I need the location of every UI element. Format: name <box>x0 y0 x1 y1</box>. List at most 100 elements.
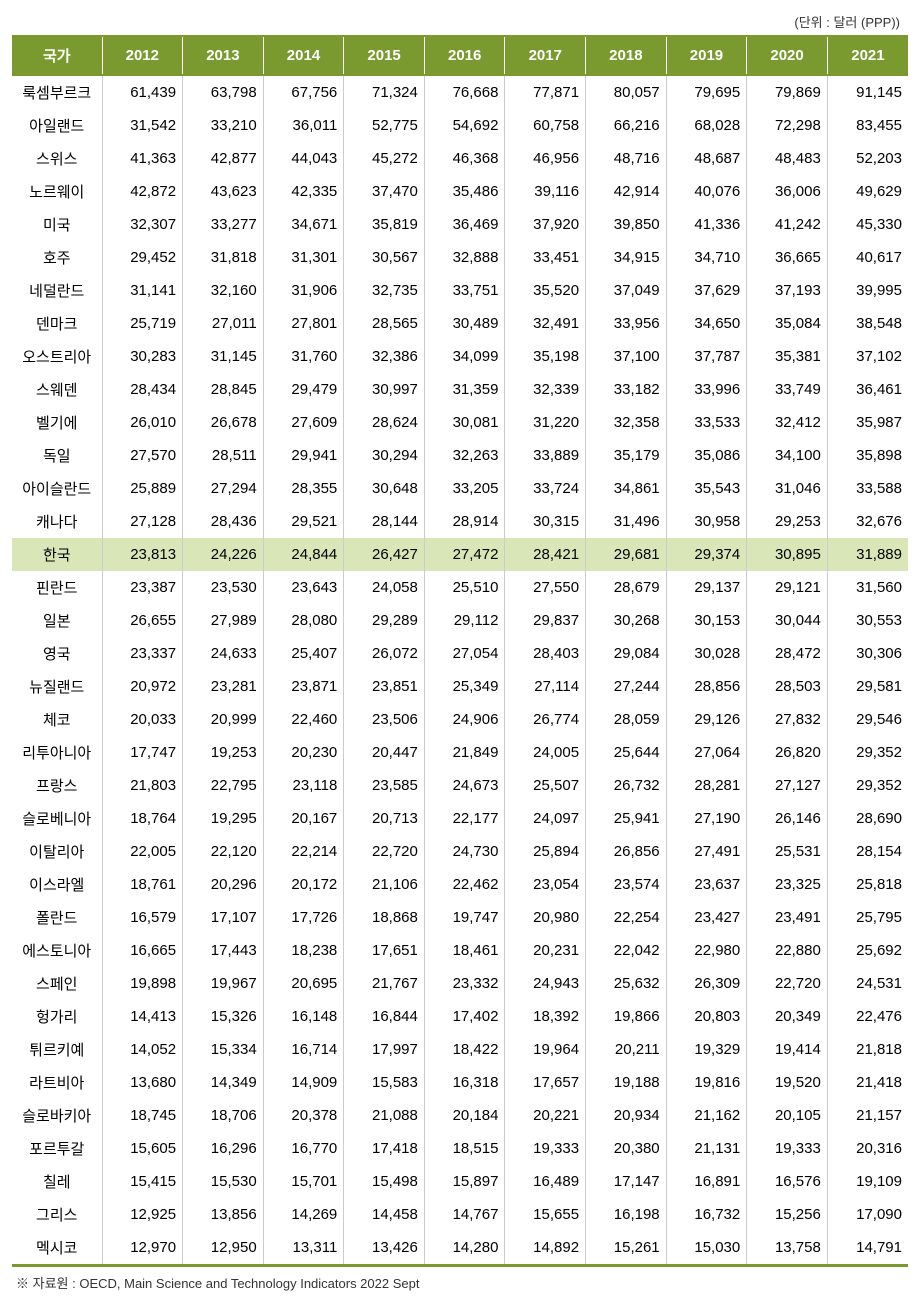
value-cell: 30,306 <box>827 637 908 670</box>
table-row: 아일랜드31,54233,21036,01152,77554,69260,758… <box>12 109 908 142</box>
value-cell: 20,221 <box>505 1099 586 1132</box>
country-cell: 슬로바키아 <box>12 1099 102 1132</box>
value-cell: 27,011 <box>183 307 264 340</box>
value-cell: 37,049 <box>586 274 667 307</box>
value-cell: 19,109 <box>827 1165 908 1198</box>
value-cell: 19,333 <box>505 1132 586 1165</box>
unit-label: (단위 : 달러 (PPP)) <box>12 12 908 31</box>
value-cell: 35,086 <box>666 439 747 472</box>
value-cell: 14,791 <box>827 1231 908 1266</box>
country-cell: 오스트리아 <box>12 340 102 373</box>
value-cell: 35,898 <box>827 439 908 472</box>
value-cell: 16,148 <box>263 1000 344 1033</box>
country-cell: 그리스 <box>12 1198 102 1231</box>
value-cell: 35,084 <box>747 307 828 340</box>
source-note: ※ 자료원 : OECD, Main Science and Technolog… <box>12 1273 908 1292</box>
value-cell: 38,548 <box>827 307 908 340</box>
value-cell: 30,553 <box>827 604 908 637</box>
value-cell: 49,629 <box>827 175 908 208</box>
col-year-2016: 2016 <box>424 36 505 75</box>
value-cell: 31,220 <box>505 406 586 439</box>
value-cell: 33,588 <box>827 472 908 505</box>
value-cell: 16,296 <box>183 1132 264 1165</box>
value-cell: 26,309 <box>666 967 747 1000</box>
country-cell: 스웨덴 <box>12 373 102 406</box>
value-cell: 16,714 <box>263 1033 344 1066</box>
value-cell: 16,318 <box>424 1066 505 1099</box>
country-cell: 핀란드 <box>12 571 102 604</box>
value-cell: 23,427 <box>666 901 747 934</box>
value-cell: 24,844 <box>263 538 344 571</box>
value-cell: 29,374 <box>666 538 747 571</box>
value-cell: 29,289 <box>344 604 425 637</box>
value-cell: 25,719 <box>102 307 183 340</box>
value-cell: 23,332 <box>424 967 505 1000</box>
value-cell: 28,679 <box>586 571 667 604</box>
col-year-2017: 2017 <box>505 36 586 75</box>
value-cell: 31,301 <box>263 241 344 274</box>
value-cell: 33,210 <box>183 109 264 142</box>
table-row: 벨기에26,01026,67827,60928,62430,08131,2203… <box>12 406 908 439</box>
value-cell: 20,316 <box>827 1132 908 1165</box>
value-cell: 19,816 <box>666 1066 747 1099</box>
value-cell: 19,898 <box>102 967 183 1000</box>
value-cell: 30,895 <box>747 538 828 571</box>
value-cell: 20,105 <box>747 1099 828 1132</box>
country-cell: 튀르키예 <box>12 1033 102 1066</box>
value-cell: 29,126 <box>666 703 747 736</box>
value-cell: 37,787 <box>666 340 747 373</box>
country-cell: 프랑스 <box>12 769 102 802</box>
value-cell: 23,337 <box>102 637 183 670</box>
value-cell: 20,447 <box>344 736 425 769</box>
value-cell: 48,687 <box>666 142 747 175</box>
value-cell: 22,042 <box>586 934 667 967</box>
value-cell: 23,851 <box>344 670 425 703</box>
value-cell: 26,010 <box>102 406 183 439</box>
value-cell: 28,436 <box>183 505 264 538</box>
value-cell: 29,137 <box>666 571 747 604</box>
value-cell: 33,205 <box>424 472 505 505</box>
table-row: 체코20,03320,99922,46023,50624,90626,77428… <box>12 703 908 736</box>
value-cell: 40,617 <box>827 241 908 274</box>
value-cell: 39,116 <box>505 175 586 208</box>
value-cell: 37,920 <box>505 208 586 241</box>
value-cell: 28,421 <box>505 538 586 571</box>
value-cell: 22,120 <box>183 835 264 868</box>
value-cell: 37,629 <box>666 274 747 307</box>
value-cell: 17,443 <box>183 934 264 967</box>
value-cell: 20,972 <box>102 670 183 703</box>
value-cell: 20,999 <box>183 703 264 736</box>
value-cell: 25,795 <box>827 901 908 934</box>
value-cell: 25,692 <box>827 934 908 967</box>
value-cell: 24,673 <box>424 769 505 802</box>
value-cell: 25,894 <box>505 835 586 868</box>
value-cell: 63,798 <box>183 75 264 109</box>
value-cell: 24,906 <box>424 703 505 736</box>
value-cell: 23,637 <box>666 868 747 901</box>
value-cell: 20,230 <box>263 736 344 769</box>
value-cell: 48,716 <box>586 142 667 175</box>
value-cell: 30,294 <box>344 439 425 472</box>
value-cell: 15,334 <box>183 1033 264 1066</box>
country-cell: 영국 <box>12 637 102 670</box>
value-cell: 35,381 <box>747 340 828 373</box>
value-cell: 15,498 <box>344 1165 425 1198</box>
value-cell: 20,184 <box>424 1099 505 1132</box>
value-cell: 34,710 <box>666 241 747 274</box>
value-cell: 52,203 <box>827 142 908 175</box>
value-cell: 19,333 <box>747 1132 828 1165</box>
value-cell: 13,680 <box>102 1066 183 1099</box>
value-cell: 24,943 <box>505 967 586 1000</box>
value-cell: 20,296 <box>183 868 264 901</box>
table-row: 라트비아13,68014,34914,90915,58316,31817,657… <box>12 1066 908 1099</box>
value-cell: 19,747 <box>424 901 505 934</box>
value-cell: 14,767 <box>424 1198 505 1231</box>
value-cell: 22,214 <box>263 835 344 868</box>
value-cell: 16,732 <box>666 1198 747 1231</box>
country-cell: 벨기에 <box>12 406 102 439</box>
country-cell: 독일 <box>12 439 102 472</box>
col-year-2019: 2019 <box>666 36 747 75</box>
value-cell: 23,574 <box>586 868 667 901</box>
value-cell: 33,533 <box>666 406 747 439</box>
table-row: 스페인19,89819,96720,69521,76723,33224,9432… <box>12 967 908 1000</box>
